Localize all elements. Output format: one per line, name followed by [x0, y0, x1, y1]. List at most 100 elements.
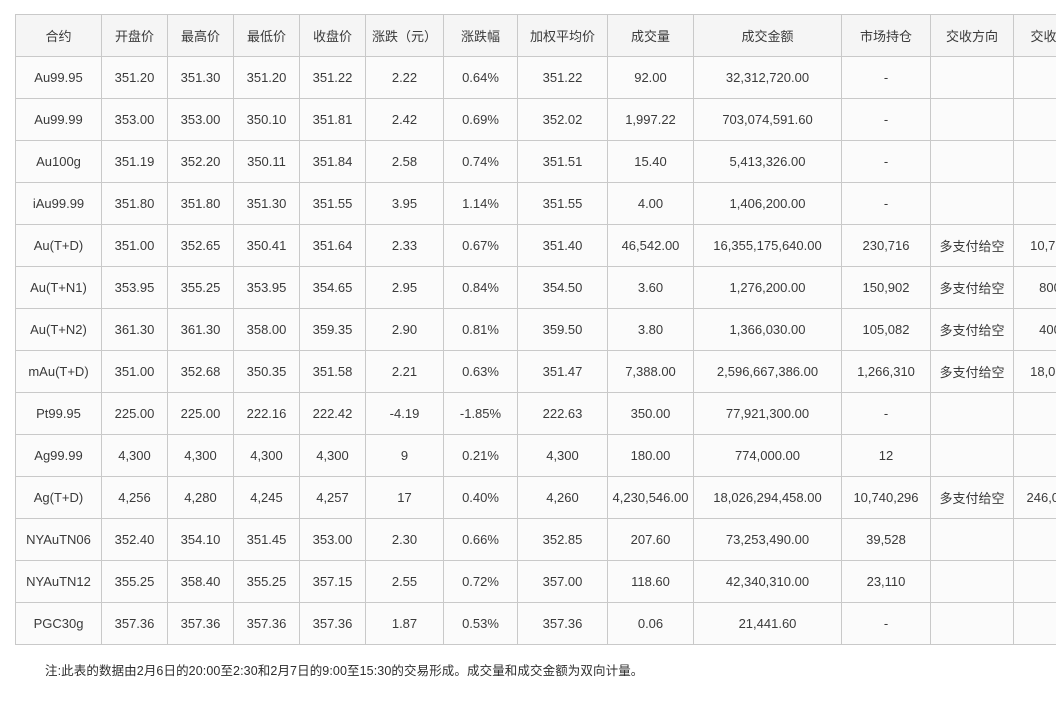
cell-open-price: 4,300 [101, 434, 168, 477]
cell-contract: NYAuTN06 [15, 518, 102, 561]
cell-weighted-avg: 357.00 [517, 560, 608, 603]
cell-close-price: 353.00 [299, 518, 366, 561]
cell-weighted-avg: 351.55 [517, 182, 608, 225]
cell-turnover: 21,441.60 [693, 602, 842, 645]
cell-delivery-volume [1013, 602, 1056, 645]
cell-low-price: 351.45 [233, 518, 300, 561]
cell-low-price: 351.20 [233, 56, 300, 99]
table-row: PGC30g 357.36 357.36 357.36 357.36 1.87 0.53% 3… [15, 602, 1056, 645]
cell-change: 2.42 [365, 98, 444, 141]
cell-contract: Au(T+D) [15, 224, 102, 267]
column-header-open-interest: 市场持仓 [841, 14, 931, 57]
table-row: Pt99.95 225.00 225.00 222.16 222.42 -4.19 -1.8… [15, 392, 1056, 435]
column-header-close-price: 收盘价 [299, 14, 366, 57]
cell-weighted-avg: 359.50 [517, 308, 608, 351]
table-row: Au(T+D) 351.00 352.65 350.41 351.64 2.33 0.67%… [15, 224, 1056, 267]
cell-weighted-avg: 357.36 [517, 602, 608, 645]
cell-close-price: 351.22 [299, 56, 366, 99]
cell-low-price: 357.36 [233, 602, 300, 645]
cell-delivery-direction: 多支付给空 [930, 224, 1014, 267]
cell-turnover: 1,406,200.00 [693, 182, 842, 225]
table-row: Ag(T+D) 4,256 4,280 4,245 4,257 17 0.40% 4,260 4… [15, 476, 1056, 519]
cell-delivery-direction: 多支付给空 [930, 476, 1014, 519]
cell-delivery-volume [1013, 56, 1056, 99]
cell-high-price: 351.80 [167, 182, 234, 225]
cell-delivery-volume [1013, 518, 1056, 561]
cell-open-price: 355.25 [101, 560, 168, 603]
cell-contract: Ag99.99 [15, 434, 102, 477]
cell-turnover: 703,074,591.60 [693, 98, 842, 141]
cell-open-interest: 105,082 [841, 308, 931, 351]
cell-change-percent: 0.67% [443, 224, 518, 267]
cell-delivery-direction [930, 560, 1014, 603]
market-quotes-table: 合约 开盘价 最高价 最低价 收盘价 涨跌（元） 涨跌幅 加权平均价 成交量 成… [15, 14, 1056, 645]
cell-delivery-direction [930, 602, 1014, 645]
cell-turnover: 1,366,030.00 [693, 308, 842, 351]
cell-change-percent: 0.40% [443, 476, 518, 519]
cell-open-price: 351.80 [101, 182, 168, 225]
cell-high-price: 352.20 [167, 140, 234, 183]
cell-close-price: 351.55 [299, 182, 366, 225]
cell-change-percent: 0.69% [443, 98, 518, 141]
cell-delivery-direction [930, 434, 1014, 477]
cell-change: 2.58 [365, 140, 444, 183]
cell-open-price: 351.00 [101, 224, 168, 267]
cell-low-price: 222.16 [233, 392, 300, 435]
cell-weighted-avg: 222.63 [517, 392, 608, 435]
column-header-delivery-direction: 交收方向 [930, 14, 1014, 57]
cell-volume: 4.00 [607, 182, 694, 225]
cell-weighted-avg: 351.40 [517, 224, 608, 267]
cell-weighted-avg: 354.50 [517, 266, 608, 309]
cell-delivery-volume: 246,030 [1013, 476, 1056, 519]
cell-change: 2.30 [365, 518, 444, 561]
cell-volume: 7,388.00 [607, 350, 694, 393]
cell-weighted-avg: 351.22 [517, 56, 608, 99]
cell-turnover: 73,253,490.00 [693, 518, 842, 561]
cell-close-price: 4,257 [299, 476, 366, 519]
cell-change: 2.33 [365, 224, 444, 267]
cell-change: 2.95 [365, 266, 444, 309]
cell-contract: Au99.99 [15, 98, 102, 141]
cell-open-interest: - [841, 602, 931, 645]
cell-open-price: 351.20 [101, 56, 168, 99]
cell-low-price: 4,300 [233, 434, 300, 477]
cell-delivery-direction: 多支付给空 [930, 350, 1014, 393]
table-row: Au(T+N2) 361.30 361.30 358.00 359.35 2.90 0.81… [15, 308, 1056, 351]
cell-open-price: 353.00 [101, 98, 168, 141]
cell-delivery-direction [930, 392, 1014, 435]
table-header-row: 合约 开盘价 最高价 最低价 收盘价 涨跌（元） 涨跌幅 加权平均价 成交量 成… [15, 14, 1056, 57]
cell-contract: PGC30g [15, 602, 102, 645]
cell-close-price: 357.15 [299, 560, 366, 603]
column-header-low-price: 最低价 [233, 14, 300, 57]
table-row: iAu99.99 351.80 351.80 351.30 351.55 3.95 1.14… [15, 182, 1056, 225]
table-row: Au99.99 353.00 353.00 350.10 351.81 2.42 0.69%… [15, 98, 1056, 141]
table-row: mAu(T+D) 351.00 352.68 350.35 351.58 2.21 0.63… [15, 350, 1056, 393]
column-header-open-price: 开盘价 [101, 14, 168, 57]
cell-contract: NYAuTN12 [15, 560, 102, 603]
column-header-change: 涨跌（元） [365, 14, 444, 57]
cell-contract: Ag(T+D) [15, 476, 102, 519]
cell-delivery-volume [1013, 434, 1056, 477]
cell-close-price: 4,300 [299, 434, 366, 477]
cell-turnover: 32,312,720.00 [693, 56, 842, 99]
cell-open-interest: - [841, 98, 931, 141]
cell-change-percent: -1.85% [443, 392, 518, 435]
cell-contract: Au100g [15, 140, 102, 183]
cell-close-price: 357.36 [299, 602, 366, 645]
cell-low-price: 350.35 [233, 350, 300, 393]
cell-change-percent: 0.21% [443, 434, 518, 477]
cell-contract: Pt99.95 [15, 392, 102, 435]
cell-open-interest: 150,902 [841, 266, 931, 309]
table-body: Au99.95 351.20 351.30 351.20 351.22 2.22 0.64%… [15, 56, 1056, 645]
cell-low-price: 350.11 [233, 140, 300, 183]
cell-open-interest: 39,528 [841, 518, 931, 561]
cell-high-price: 352.68 [167, 350, 234, 393]
cell-change-percent: 1.14% [443, 182, 518, 225]
cell-open-interest: 10,740,296 [841, 476, 931, 519]
cell-delivery-direction [930, 98, 1014, 141]
cell-high-price: 361.30 [167, 308, 234, 351]
cell-volume: 207.60 [607, 518, 694, 561]
cell-open-price: 353.95 [101, 266, 168, 309]
cell-open-interest: - [841, 140, 931, 183]
